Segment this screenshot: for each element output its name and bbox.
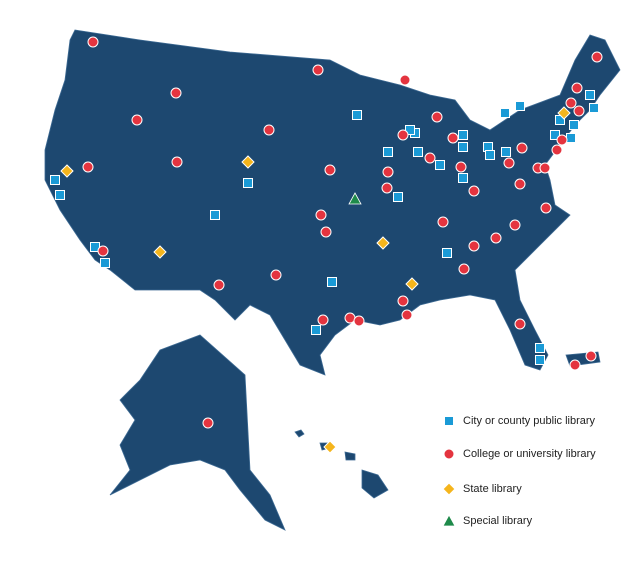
circle-marker: [381, 182, 393, 194]
circle-marker: [131, 114, 143, 126]
circle-marker: [455, 161, 467, 173]
circle-marker: [437, 216, 449, 228]
square-marker: [444, 416, 454, 426]
contiguous-us: [44, 29, 621, 376]
circle-marker: [540, 202, 552, 214]
square-marker: [458, 173, 468, 183]
circle-marker: [397, 129, 409, 141]
circle-marker: [315, 209, 327, 221]
circle-marker: [565, 97, 577, 109]
circle-marker: [397, 295, 409, 307]
square-marker: [550, 130, 560, 140]
square-marker: [442, 248, 452, 258]
circle-marker: [514, 318, 526, 330]
circle-marker: [447, 132, 459, 144]
circle-marker: [170, 87, 182, 99]
square-marker: [393, 192, 403, 202]
circle-marker: [87, 36, 99, 48]
circle-marker: [324, 164, 336, 176]
diamond-marker: [442, 482, 456, 496]
square-marker: [589, 103, 599, 113]
circle-marker: [503, 157, 515, 169]
diamond-marker: [557, 106, 571, 120]
legend: City or county public library College or …: [442, 415, 596, 527]
alaska: [109, 334, 286, 531]
square-marker: [100, 258, 110, 268]
square-marker: [585, 90, 595, 100]
circle-marker: [82, 161, 94, 173]
square-marker: [210, 210, 220, 220]
circle-marker: [320, 226, 332, 238]
hawaii: [294, 429, 389, 499]
circle-marker: [270, 269, 282, 281]
diamond-marker: [376, 236, 390, 250]
circle-marker: [443, 448, 455, 460]
diamond-marker: [241, 155, 255, 169]
circle-marker: [382, 166, 394, 178]
diamond-marker: [405, 277, 419, 291]
square-marker: [485, 150, 495, 160]
legend-label: State library: [463, 483, 522, 495]
circle-marker: [171, 156, 183, 168]
circle-marker: [353, 315, 365, 327]
triangle-marker: [442, 514, 456, 527]
circle-marker: [569, 359, 581, 371]
diamond-marker: [323, 440, 337, 454]
circle-marker: [573, 105, 585, 117]
square-marker: [405, 125, 415, 135]
markers: [50, 36, 603, 454]
square-marker: [566, 133, 576, 143]
square-marker: [535, 355, 545, 365]
circle-marker: [312, 64, 324, 76]
square-marker: [327, 277, 337, 287]
square-marker: [55, 190, 65, 200]
square-marker: [50, 175, 60, 185]
circle-marker: [344, 312, 356, 324]
square-marker: [352, 110, 362, 120]
square-marker: [458, 142, 468, 152]
circle-marker: [263, 124, 275, 136]
square-marker: [311, 325, 321, 335]
circle-marker: [213, 279, 225, 291]
circle-marker: [468, 185, 480, 197]
square-marker: [243, 178, 253, 188]
diamond-marker: [153, 245, 167, 259]
circle-marker: [539, 162, 551, 174]
square-marker: [515, 101, 525, 111]
circle-marker: [424, 152, 436, 164]
circle-marker: [509, 219, 521, 231]
circle-marker: [490, 232, 502, 244]
circle-marker: [551, 144, 563, 156]
circle-marker: [317, 314, 329, 326]
circle-marker: [202, 417, 214, 429]
circle-marker: [571, 82, 583, 94]
circle-marker: [585, 350, 597, 362]
square-marker: [569, 120, 579, 130]
circle-marker: [431, 111, 443, 123]
circle-marker: [514, 178, 526, 190]
diamond-marker: [60, 164, 74, 178]
square-marker: [500, 108, 510, 118]
land-shapes: [44, 29, 621, 531]
triangle-marker: [348, 192, 362, 205]
circle-marker: [516, 142, 528, 154]
circle-marker: [591, 51, 603, 63]
circle-marker: [97, 245, 109, 257]
square-marker: [413, 147, 423, 157]
legend-label: City or county public library: [463, 415, 596, 427]
square-marker: [383, 147, 393, 157]
circle-marker: [458, 263, 470, 275]
legend-label: College or university library: [463, 448, 596, 460]
square-marker: [501, 147, 511, 157]
square-marker: [435, 160, 445, 170]
square-marker: [458, 130, 468, 140]
circle-marker: [401, 309, 413, 321]
circle-marker: [399, 74, 411, 86]
square-marker: [535, 343, 545, 353]
circle-marker: [556, 134, 568, 146]
legend-label: Special library: [463, 515, 533, 527]
circle-marker: [468, 240, 480, 252]
